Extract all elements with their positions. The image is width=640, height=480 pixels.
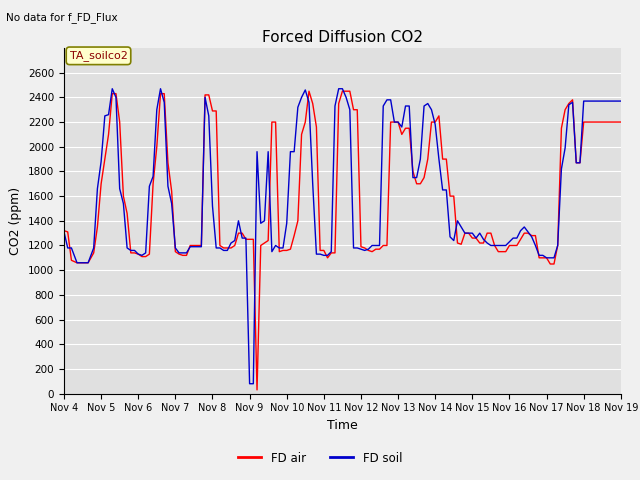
FD soil [617,98,625,104]
FD soil [528,234,536,240]
FD air [253,387,261,393]
Title: Forced Diffusion CO2: Forced Diffusion CO2 [262,30,423,46]
FD soil [253,149,261,155]
Legend: FD air, FD soil: FD air, FD soil [233,447,407,469]
X-axis label: Time: Time [327,419,358,432]
Line: FD air: FD air [64,91,621,390]
Y-axis label: CO2 (ppm): CO2 (ppm) [10,187,22,255]
Line: FD soil: FD soil [64,89,621,384]
FD air [316,248,324,253]
FD soil [291,149,298,155]
FD air [164,160,172,166]
FD soil [454,218,461,224]
FD soil [246,381,253,386]
FD air [305,88,313,94]
FD air [201,92,209,98]
FD air [198,242,205,248]
FD air [435,113,443,119]
FD soil [108,86,116,92]
FD soil [60,229,68,235]
FD air [138,254,146,260]
FD soil [383,97,391,103]
Text: No data for f_FD_Flux: No data for f_FD_Flux [6,12,118,23]
FD air [617,119,625,125]
Text: TA_soilco2: TA_soilco2 [70,50,127,61]
FD air [60,228,68,234]
FD soil [361,248,369,253]
